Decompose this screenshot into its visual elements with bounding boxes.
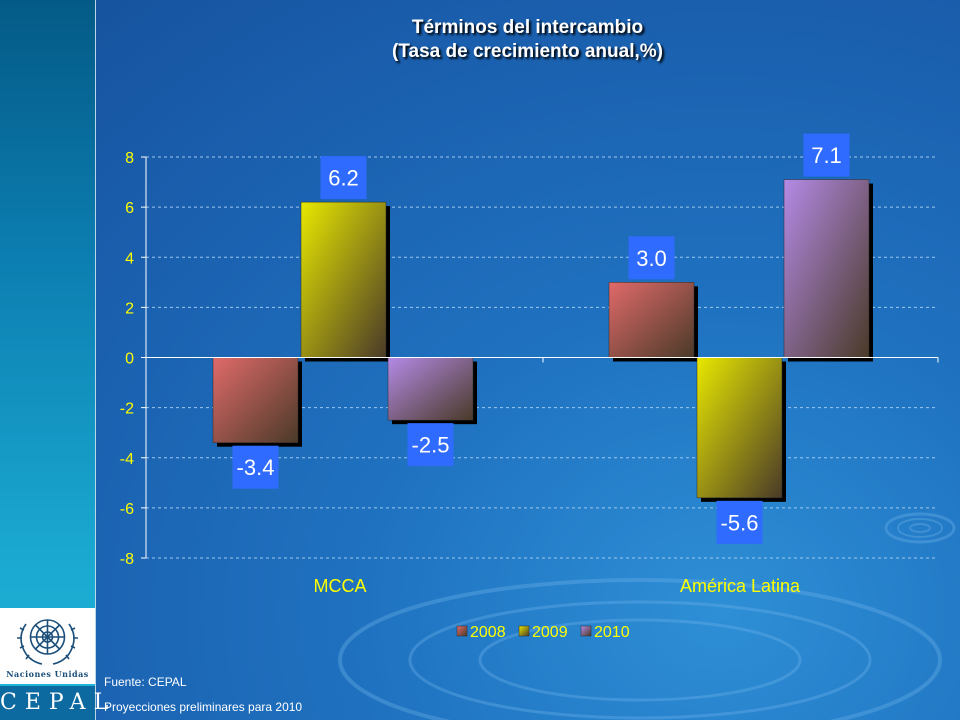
cepal-logo: CEPAL [0, 686, 117, 720]
un-emblem: Naciones Unidas [0, 608, 95, 684]
data-label: 3.0 [636, 246, 667, 271]
bar-2008-0 [212, 357, 299, 443]
y-tick-label: 6 [125, 200, 134, 217]
source-note: Fuente: CEPAL [104, 675, 187, 689]
data-label: -2.5 [412, 433, 450, 458]
data-label-box [803, 133, 850, 177]
chart-title: Términos del intercambio (Tasa de crecim… [95, 16, 960, 64]
y-tick-label: 2 [125, 300, 134, 317]
sidebar: Naciones Unidas CEPAL [0, 0, 117, 720]
un-name-label: Naciones Unidas [6, 669, 89, 679]
y-tick-label: -2 [120, 401, 134, 418]
y-tick-label: 8 [125, 150, 134, 167]
bar-2009-0 [300, 201, 387, 358]
data-label-box [407, 423, 454, 467]
data-label: -5.6 [721, 510, 759, 535]
data-label: 6.2 [328, 166, 359, 191]
legend-label: 2009 [532, 624, 568, 641]
cepal-label: CEPAL [0, 690, 117, 715]
bar-2008-1 [608, 282, 695, 358]
data-label: 7.1 [811, 143, 842, 168]
data-label-box [628, 236, 675, 280]
bar-2009-1 [696, 357, 783, 499]
projection-note: Proyecciones preliminares para 2010 [104, 700, 303, 714]
data-label: -3.4 [237, 455, 275, 480]
category-label: MCCA [314, 576, 367, 596]
y-tick-label: -8 [120, 551, 134, 568]
y-tick-label: -4 [120, 451, 134, 468]
y-tick-label: -6 [120, 501, 134, 518]
y-tick-label: 0 [125, 351, 134, 368]
data-label-box [232, 445, 279, 489]
data-label-box [716, 500, 763, 544]
legend-swatch [456, 625, 468, 637]
chart-title-line1: Términos del intercambio [411, 17, 644, 38]
legend-label: 2008 [470, 624, 506, 641]
y-tick-label: 4 [125, 250, 134, 267]
category-label: América Latina [680, 576, 801, 596]
data-label-box [320, 156, 367, 200]
chart-title-line2: (Tasa de crecimiento anual,%) [391, 41, 663, 62]
legend-label: 2010 [594, 624, 630, 641]
bar-2010-1 [783, 179, 870, 358]
un-globe-icon [17, 619, 78, 665]
bar-2010-0 [387, 357, 474, 421]
legend-swatch [580, 625, 592, 637]
legend-swatch [518, 625, 530, 637]
